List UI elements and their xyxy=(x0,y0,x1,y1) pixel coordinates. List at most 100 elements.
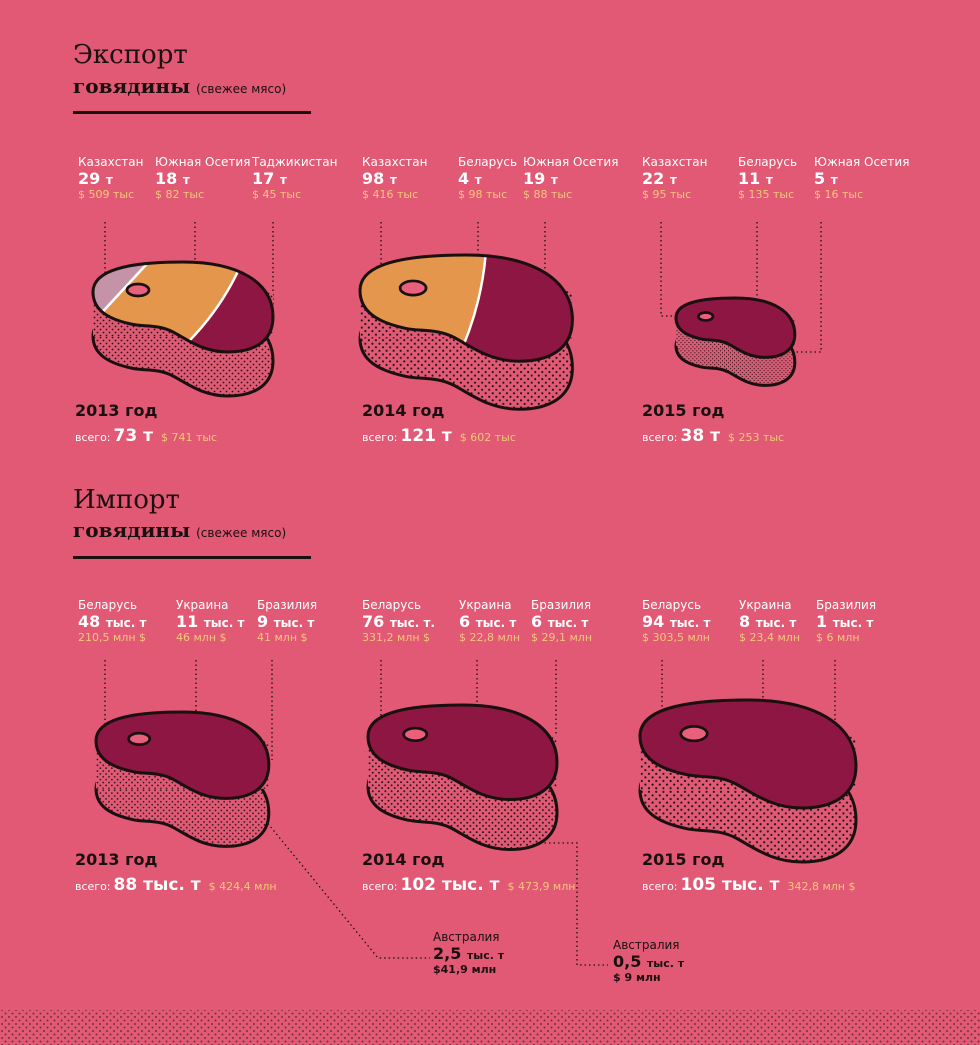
export-2013-total: всего: 73 т $ 741 тыс xyxy=(75,426,217,446)
import-2013-label-2: Украина 11 тыс. т 46 млн $ xyxy=(176,598,244,644)
total-label: всего: xyxy=(75,880,111,893)
country-name: Бразилия xyxy=(816,598,877,612)
tonnes-number: 6 xyxy=(459,612,471,631)
import-2015-year: 2015 год xyxy=(642,850,725,869)
bottom-dotted-strip xyxy=(0,1010,980,1045)
import-2013-label-3: Бразилия 9 тыс. т 41 млн $ xyxy=(257,598,317,644)
country-money: 331,2 млн $ xyxy=(362,631,431,644)
country-tonnes: 11 т xyxy=(738,169,797,188)
tonnes-number: 4 xyxy=(458,169,470,188)
total-money: $ 253 тыс xyxy=(727,431,785,444)
tonnes-number: 76 xyxy=(362,612,385,631)
total-value: 102 тыс. т xyxy=(400,875,500,895)
country-tonnes: 11 тыс. т xyxy=(176,612,244,631)
country-money: 46 млн $ xyxy=(176,631,227,644)
export-title-underline xyxy=(73,111,311,114)
country-name: Бразилия xyxy=(531,598,592,612)
tonnes-unit: т xyxy=(550,173,558,187)
country-money: $ 98 тыс xyxy=(458,188,508,201)
slice-Южная Осетия xyxy=(360,255,488,362)
tonnes-unit: тыс. т xyxy=(669,616,711,630)
tonnes-unit: т xyxy=(765,173,773,187)
total-money: $ 424,4 млн xyxy=(208,880,277,893)
total-label: всего: xyxy=(642,880,678,893)
steak-top-outline xyxy=(638,698,858,810)
steak-top-outline xyxy=(366,703,559,801)
country-money: $ 509 тыс xyxy=(78,188,135,201)
tonnes-unit: т xyxy=(669,173,677,187)
country-tonnes: 18 т xyxy=(155,169,250,188)
country-money: 41 млн $ xyxy=(257,631,308,644)
import-2015-label-1: Беларусь 94 тыс. т $ 303,5 млн xyxy=(642,598,710,644)
tonnes-number: 18 xyxy=(155,169,178,188)
steak-fat-spot xyxy=(127,731,152,746)
steak-chart-3 xyxy=(674,296,797,387)
tonnes-unit: т xyxy=(474,173,482,187)
tonnes-number: 5 xyxy=(814,169,826,188)
export-2014-label-2: Беларусь 4 т $ 98 тыс xyxy=(458,155,517,201)
country-tonnes: 29 т xyxy=(78,169,144,188)
slice-Южная Осетия xyxy=(93,262,265,352)
export-2014-label-1: Казахстан 98 т $ 416 тыс xyxy=(362,155,428,201)
country-name: Украина xyxy=(176,598,229,612)
steak-top-outline xyxy=(91,260,275,354)
country-tonnes: 76 тыс. т. xyxy=(362,612,435,631)
country-name: Беларусь xyxy=(738,155,798,169)
total-value: 105 тыс. т xyxy=(680,875,780,895)
tonnes-unit: т xyxy=(279,173,287,187)
steak-fat-spot xyxy=(398,279,428,297)
export-2015-year: 2015 год xyxy=(642,401,725,420)
steaks xyxy=(91,0,858,864)
import-2014-label-1: Беларусь 76 тыс. т. 331,2 млн $ xyxy=(362,598,435,644)
export-2015-label-1: Казахстан 22 т $ 95 тыс xyxy=(642,155,708,201)
country-name: Беларусь xyxy=(362,598,422,612)
slice-group xyxy=(138,0,411,272)
country-tonnes: 94 тыс. т xyxy=(642,612,710,631)
slice-group xyxy=(360,255,488,362)
leader-line xyxy=(540,842,608,966)
tonnes-unit: тыс. т xyxy=(832,616,874,630)
country-money: $ 23,4 млн xyxy=(739,631,801,644)
australia-name: Австралия xyxy=(613,938,680,952)
import-2014-label-2: Украина 6 тыс. т $ 22,8 млн xyxy=(459,598,520,644)
import-2015-label-2: Украина 8 тыс. т $ 23,4 млн xyxy=(739,598,800,644)
import-2013-year: 2013 год xyxy=(75,850,158,869)
steak-fat-spot xyxy=(679,725,709,743)
steak-chart-2 xyxy=(358,253,574,411)
tonnes-unit: тыс. т xyxy=(105,616,147,630)
export-subtitle: говядины (свежее мясо) xyxy=(73,74,286,98)
tonnes-unit: тыс. т xyxy=(475,616,517,630)
country-tonnes: 19 т xyxy=(523,169,618,188)
tonnes-number: 98 xyxy=(362,169,385,188)
import-title: Импорт xyxy=(73,485,180,515)
country-tonnes: 9 тыс. т xyxy=(257,612,317,631)
total-label: всего: xyxy=(75,431,111,444)
tonnes-unit: тыс. т xyxy=(203,616,245,630)
total-money: $ 602 тыс xyxy=(459,431,516,444)
country-tonnes: 22 т xyxy=(642,169,708,188)
country-money: $ 16 тыс xyxy=(814,188,864,201)
tonnes-number: 11 xyxy=(176,612,199,631)
tonnes-unit: т xyxy=(830,173,838,187)
country-name: Украина xyxy=(459,598,512,612)
tonnes-number: 48 xyxy=(78,612,101,631)
country-name: Южная Осетия xyxy=(155,155,251,169)
export-2014-year: 2014 год xyxy=(362,401,445,420)
country-money: $ 29,1 млн xyxy=(531,631,593,644)
export-subtitle-text: говядины xyxy=(73,74,191,98)
total-money: $ 741 тыс xyxy=(160,431,218,444)
australia-unit: тыс. т xyxy=(646,957,685,970)
steak-chart-5 xyxy=(138,0,559,851)
import-title-underline xyxy=(73,556,311,559)
tonnes-unit: т xyxy=(389,173,397,187)
tonnes-unit: тыс. т. xyxy=(389,616,436,630)
total-value: 38 т xyxy=(680,426,720,446)
country-tonnes: 4 т xyxy=(458,169,517,188)
country-name: Беларусь xyxy=(78,598,138,612)
country-money: $ 95 тыс xyxy=(642,188,692,201)
tonnes-number: 17 xyxy=(252,169,275,188)
australia-name: Австралия xyxy=(433,930,500,944)
country-name: Таджикистан xyxy=(252,155,338,169)
country-money: $ 45 тыс xyxy=(252,188,302,201)
slice-Украина xyxy=(138,0,358,190)
